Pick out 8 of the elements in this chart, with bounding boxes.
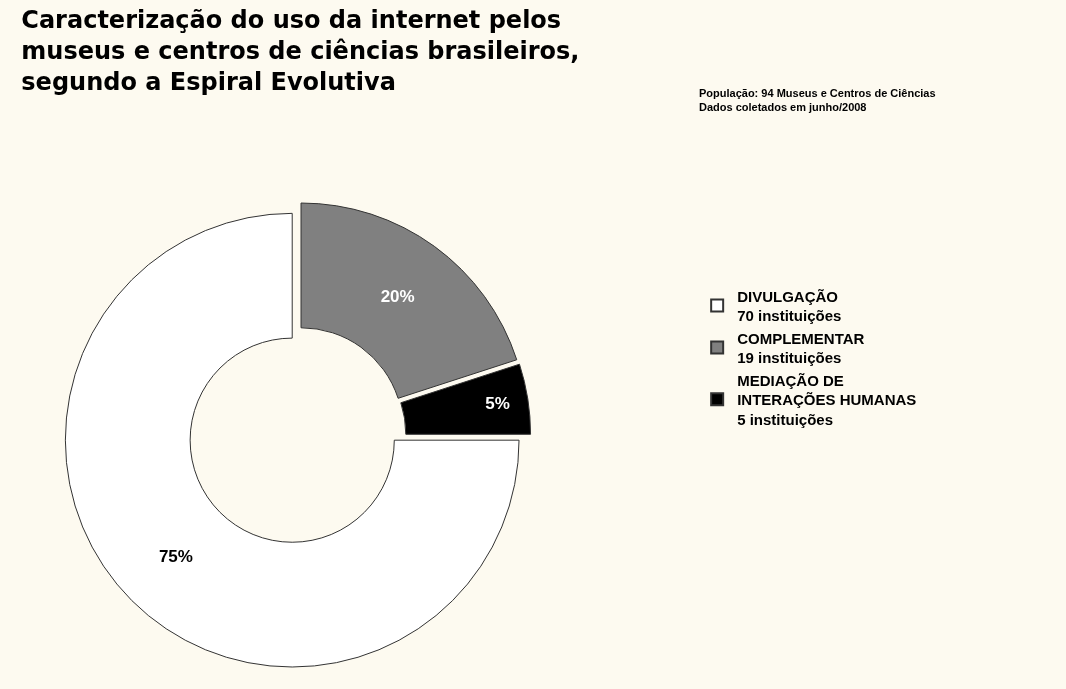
- legend-label: COMPLEMENTAR 19 instituições: [737, 329, 865, 367]
- data-label: 5%: [485, 394, 510, 414]
- legend-label: DIVULGAÇÃO 70 instituições: [737, 287, 842, 325]
- data-label: 20%: [380, 287, 415, 307]
- data-label: 75%: [158, 546, 193, 566]
- chart-title: Caracterização do uso da internet pelos museus e centros de ciências brasileiros, segundo a Espiral Evolutiva: [21, 5, 580, 96]
- chart-subtitle: População: 94 Museus e Centros de Ciências Dados coletados em junho/2008: [699, 87, 936, 114]
- legend-label: MEDIAÇÃO DE INTERAÇÕES HUMANAS 5 instituições: [737, 371, 917, 428]
